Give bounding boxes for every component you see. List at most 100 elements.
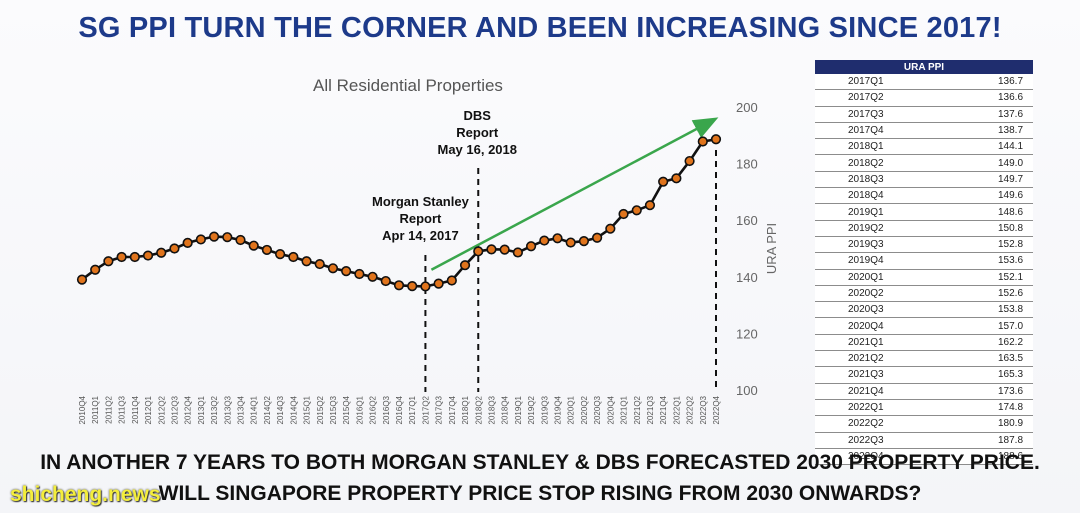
table-row: 2022Q2 180.9 — [815, 415, 1033, 433]
x-tick-label: 2014Q1 — [250, 395, 259, 424]
table-value-cell: 188.6 — [953, 448, 1033, 466]
ppi-point — [684, 155, 695, 167]
table-row: 2019Q3 152.8 — [815, 236, 1033, 254]
ppi-point — [142, 250, 154, 261]
table-row: 2018Q3 149.7 — [815, 171, 1033, 189]
annotation-text: Morgan Stanley — [372, 194, 470, 209]
table-period-cell: 2021Q3 — [815, 366, 953, 384]
ppi-point — [605, 223, 616, 234]
ppi-point — [288, 251, 299, 263]
x-tick-label: 2019Q1 — [514, 395, 523, 424]
table-period-cell: 2022Q3 — [815, 432, 953, 449]
x-tick-label: 2015Q2 — [316, 395, 325, 424]
ppi-point — [671, 173, 682, 184]
x-tick-label: 2011Q4 — [131, 395, 140, 423]
ppi-point — [473, 246, 484, 257]
table-row: 2019Q1 148.6 — [815, 203, 1033, 221]
footer-line-2: WILL SINGAPORE PROPERTY PRICE STOP RISIN… — [158, 482, 922, 505]
x-tick-label: 2014Q4 — [289, 395, 298, 424]
ppi-point — [512, 247, 523, 258]
x-tick-label: 2016Q4 — [395, 395, 404, 424]
x-tick-label: 2011Q1 — [91, 395, 100, 423]
table-value-cell: 144.1 — [953, 138, 1033, 156]
annotation-text: Apr 14, 2017 — [382, 228, 459, 243]
table-row: 2020Q1 152.1 — [815, 269, 1033, 286]
ppi-point — [393, 280, 405, 291]
annotation-text: Report — [456, 125, 499, 140]
x-tick-label: 2013Q3 — [223, 395, 232, 424]
table-period-cell: 2020Q3 — [815, 301, 953, 319]
ppi-point — [169, 243, 180, 254]
x-tick-label: 2022Q2 — [686, 395, 695, 424]
x-tick-label: 2017Q4 — [448, 395, 457, 424]
x-tick-label: 2015Q1 — [303, 395, 312, 424]
table-value-cell: 187.8 — [953, 432, 1033, 449]
table-period-cell: 2022Q1 — [815, 399, 953, 417]
table-period-cell: 2017Q2 — [815, 89, 953, 107]
report-date-lines — [424, 150, 717, 392]
table-period-cell: 2017Q1 — [815, 74, 953, 91]
y-tick-label: 180 — [736, 157, 758, 172]
ppi-point — [90, 264, 101, 275]
x-tick-label: 2018Q3 — [487, 395, 496, 424]
table-row: 2021Q4 173.6 — [815, 383, 1033, 400]
table-period-cell: 2020Q1 — [815, 269, 953, 286]
ppi-point — [658, 176, 669, 187]
x-tick-label: 2017Q3 — [435, 395, 444, 424]
x-tick-label: 2011Q3 — [118, 395, 127, 423]
ppi-point — [710, 134, 722, 145]
table-period-cell: 2018Q2 — [815, 154, 953, 172]
table-row: 2018Q2 149.0 — [815, 154, 1033, 172]
table-value-cell: 138.7 — [953, 122, 1033, 140]
ppi-point — [644, 200, 656, 211]
ppi-point — [552, 233, 563, 244]
table-period-cell: 2021Q1 — [815, 334, 953, 352]
x-tick-label: 2019Q2 — [527, 395, 536, 424]
ppi-point — [235, 234, 246, 246]
ppi-point — [446, 275, 457, 286]
x-tick-label: 2015Q4 — [342, 395, 351, 424]
y-tick-label: 100 — [736, 383, 758, 398]
x-tick-label: 2012Q2 — [157, 395, 166, 424]
table-period-cell: 2019Q4 — [815, 252, 953, 270]
ppi-point — [354, 268, 365, 280]
table-row: 2021Q1 162.2 — [815, 334, 1033, 352]
table-value-cell: 173.6 — [953, 383, 1033, 400]
table-period-cell: 2020Q2 — [815, 285, 953, 303]
table-period-cell: 2019Q2 — [815, 220, 953, 237]
x-tick-label: 2013Q1 — [197, 395, 206, 424]
table-row: 2018Q4 149.6 — [815, 187, 1033, 205]
trend-line — [430, 117, 719, 271]
table-value-cell: 153.8 — [953, 301, 1033, 319]
ppi-point — [631, 205, 642, 216]
table-value-cell: 157.0 — [953, 317, 1033, 335]
x-tick-label: 2016Q1 — [355, 395, 364, 424]
table-period-cell: 2017Q3 — [815, 106, 953, 123]
trend-arrow — [430, 117, 719, 271]
table-row: 2020Q3 153.8 — [815, 301, 1033, 319]
table-value-cell: 180.9 — [953, 415, 1033, 433]
x-tick-label: 2020Q1 — [567, 395, 576, 424]
ppi-point — [275, 249, 286, 260]
ura-ppi-table: URA PPI 2017Q1 136.7 2017Q2 136.6 2017Q3 137.… — [815, 60, 1033, 466]
table-period-cell: 2018Q3 — [815, 171, 953, 189]
x-tick-label: 2017Q1 — [408, 395, 417, 424]
ppi-point — [156, 247, 167, 258]
table-value-cell: 174.8 — [953, 399, 1033, 417]
table-value-cell: 136.7 — [953, 74, 1033, 91]
ppi-point — [182, 237, 193, 248]
ppi-point — [525, 241, 537, 252]
table-row: 2017Q3 137.6 — [815, 106, 1033, 123]
table-period-cell: 2022Q2 — [815, 415, 953, 433]
table-row: 2020Q2 152.6 — [815, 285, 1033, 303]
table-value-cell: 153.6 — [953, 252, 1033, 270]
table-period-cell: 2021Q2 — [815, 350, 953, 368]
x-tick-label: 2017Q2 — [421, 395, 430, 424]
table-row: 2017Q2 136.6 — [815, 89, 1033, 107]
ppi-point — [420, 281, 431, 292]
x-tick-label: 2019Q4 — [554, 395, 563, 424]
y-tick-label: 140 — [736, 270, 758, 285]
table-value-cell: 136.6 — [953, 89, 1033, 107]
table-value-cell: 152.6 — [953, 285, 1033, 303]
